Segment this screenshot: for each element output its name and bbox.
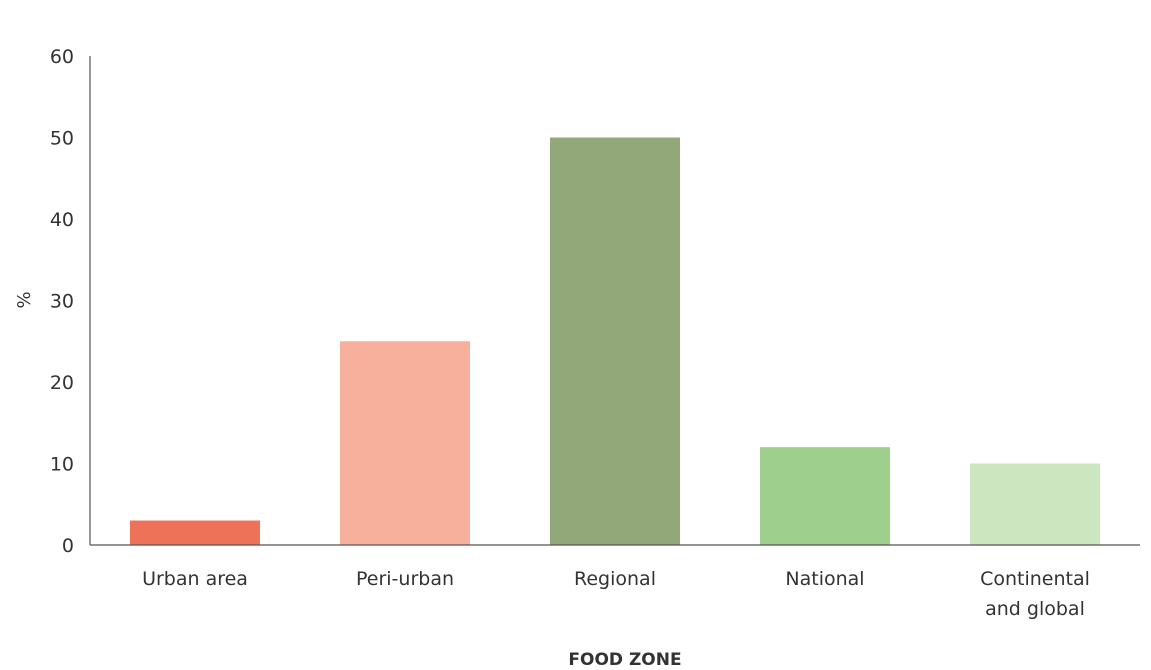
bar xyxy=(550,137,680,545)
bar xyxy=(970,463,1100,545)
x-tick-label: National xyxy=(785,568,864,590)
axes xyxy=(89,56,1140,546)
y-tick-label: 10 xyxy=(50,454,74,476)
y-tick-label: 40 xyxy=(50,209,74,231)
x-axis-categories: Urban area Peri-urban Regional National Cont… xyxy=(142,568,1090,620)
bar xyxy=(760,447,890,545)
y-tick-label: 20 xyxy=(50,372,74,394)
x-tick-label: Urban area xyxy=(142,568,248,590)
x-tick-label: Regional xyxy=(574,568,656,590)
y-axis-label: % xyxy=(14,291,35,308)
y-axis-ticks: 0 10 20 30 40 50 60 xyxy=(50,46,74,557)
x-tick-label: Peri-urban xyxy=(356,568,454,590)
x-axis-label: FOOD ZONE xyxy=(568,650,681,670)
x-tick-label: Continental and global xyxy=(980,568,1090,620)
x-tick-label-line: Continental xyxy=(980,568,1090,590)
y-tick-label: 60 xyxy=(50,46,74,68)
bar xyxy=(340,341,470,545)
bars xyxy=(130,137,1100,545)
x-tick-label-line: Peri-urban xyxy=(356,568,454,590)
y-tick-label: 50 xyxy=(50,128,74,150)
x-tick-label-line: and global xyxy=(985,598,1085,620)
x-tick-label-line: Urban area xyxy=(142,568,248,590)
x-tick-label-line: National xyxy=(785,568,864,590)
y-tick-label: 0 xyxy=(62,535,74,557)
bar xyxy=(130,520,260,545)
y-tick-label: 30 xyxy=(50,291,74,313)
x-tick-label-line: Regional xyxy=(574,568,656,590)
